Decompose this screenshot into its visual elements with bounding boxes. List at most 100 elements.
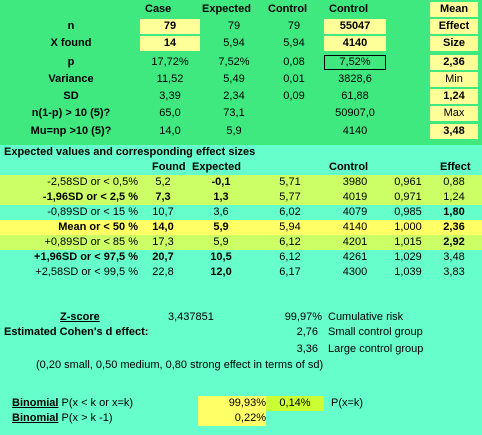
stat-control bbox=[266, 106, 322, 121]
effect-c1: 6,12 bbox=[279, 251, 301, 263]
stat-case: 65,0 bbox=[159, 107, 181, 119]
effect-found: 7,3 bbox=[155, 191, 171, 203]
spacer-band bbox=[0, 290, 482, 308]
stat-expected: 5,9 bbox=[226, 125, 242, 137]
effect-label: -0,89SD or < 15 % bbox=[47, 206, 138, 218]
stat-control2: 3828,6 bbox=[338, 73, 372, 85]
effect-label: -1,96SD or < 2,5 % bbox=[42, 191, 138, 203]
col-case: Case bbox=[145, 3, 172, 15]
stat-control2: 61,88 bbox=[341, 90, 369, 102]
stat-right: Max bbox=[430, 106, 478, 121]
binomial-word2: Binomial bbox=[12, 412, 59, 424]
stat-label: Variance bbox=[48, 73, 94, 85]
stat-case: 11,52 bbox=[156, 73, 184, 85]
row-band bbox=[0, 235, 482, 250]
cohen-v1: 2,76 bbox=[296, 326, 318, 338]
effect-value: 3,83 bbox=[443, 266, 465, 278]
binomial-v3: 0,22% bbox=[198, 411, 266, 426]
stat-control2: 50907,0 bbox=[335, 107, 375, 119]
stat-expected: 79 bbox=[227, 20, 241, 32]
col-control: Control bbox=[268, 3, 308, 15]
hdr-control: Control bbox=[329, 161, 369, 173]
effect-c1: 5,94 bbox=[279, 221, 301, 233]
effect-c1: 6,12 bbox=[279, 236, 301, 248]
row-band bbox=[0, 175, 482, 190]
binomial-row1: Binomial P(x < k or x=k) bbox=[12, 396, 133, 411]
stat-control2: 7,52% bbox=[324, 55, 386, 70]
stat-label: n(1-p) > 10 (5)? bbox=[31, 107, 111, 119]
hdr-found: Found bbox=[152, 161, 186, 173]
stat-expected: 5,94 bbox=[223, 37, 245, 49]
effect-found: 22,8 bbox=[152, 266, 174, 278]
effect-c2: 4140 bbox=[342, 221, 368, 233]
stat-expected: 5,49 bbox=[223, 73, 245, 85]
section-title: Expected values and corresponding effect… bbox=[4, 146, 256, 158]
effect-band bbox=[0, 145, 482, 290]
stat-case: 3,39 bbox=[159, 90, 181, 102]
effect-c2: 4201 bbox=[342, 236, 368, 248]
effect-c2: 3980 bbox=[342, 176, 368, 188]
binomial-l2: P(x > k -1) bbox=[61, 412, 113, 424]
effect-value: 0,88 bbox=[443, 176, 465, 188]
effect-expected: 1,3 bbox=[213, 191, 229, 203]
effect-value: 1,24 bbox=[443, 191, 465, 203]
stat-right: 2,36 bbox=[430, 55, 478, 70]
binomial-d2: P(x=k) bbox=[331, 397, 364, 409]
effect-c3: 0,961 bbox=[394, 176, 422, 188]
cohen-label: Estimated Cohen's d effect: bbox=[4, 326, 149, 338]
stat-label: Mu=np >10 (5)? bbox=[30, 125, 112, 137]
stat-case: 14,0 bbox=[159, 125, 181, 137]
effect-c2: 4019 bbox=[342, 191, 368, 203]
row-band bbox=[0, 190, 482, 205]
effect-expected: 5,9 bbox=[213, 236, 229, 248]
stat-control: 5,94 bbox=[283, 37, 305, 49]
zscore-pct: 99,97% bbox=[284, 311, 322, 323]
stat-control: 0,01 bbox=[283, 73, 305, 85]
effect-c2: 4300 bbox=[342, 266, 368, 278]
effect-c1: 5,77 bbox=[279, 191, 301, 203]
cohen-d2: Large control group bbox=[328, 343, 424, 355]
zscore-desc: Cumulative risk bbox=[328, 311, 404, 323]
stat-label: X found bbox=[50, 37, 92, 49]
stat-label: SD bbox=[63, 90, 79, 102]
effect-found: 14,0 bbox=[152, 221, 174, 233]
stat-control2: 4140 bbox=[342, 125, 368, 137]
effect-c1: 6,17 bbox=[279, 266, 301, 278]
stat-control2: 55047 bbox=[324, 19, 386, 34]
zscore-value: 3,437851 bbox=[168, 311, 214, 323]
size-label: Size bbox=[430, 36, 478, 51]
effect-expected: 5,9 bbox=[213, 221, 229, 233]
row-band-mean bbox=[0, 220, 482, 235]
hdr-effect: Effect bbox=[440, 161, 471, 173]
stat-control: 0,08 bbox=[283, 56, 305, 68]
effect-expected: 3,6 bbox=[213, 206, 229, 218]
effect-c3: 0,985 bbox=[394, 206, 422, 218]
cohen-note: (0,20 small, 0,50 medium, 0,80 strong ef… bbox=[36, 359, 324, 371]
stat-right: Min bbox=[430, 72, 478, 87]
effect-c2: 4261 bbox=[342, 251, 368, 263]
cohen-v2: 3,36 bbox=[296, 343, 318, 355]
effect-label: Effect bbox=[430, 19, 478, 34]
mean-label: Mean bbox=[430, 2, 478, 17]
stat-case: 14 bbox=[140, 36, 200, 51]
effect-c1: 5,71 bbox=[279, 176, 301, 188]
binomial-word: Binomial bbox=[12, 397, 59, 409]
effect-c3: 1,029 bbox=[394, 251, 422, 263]
zscore-label: Z-score bbox=[60, 311, 100, 323]
effect-value: 3,48 bbox=[443, 251, 465, 263]
stat-control bbox=[266, 124, 322, 139]
effect-label: -2,58SD or < 0,5% bbox=[47, 176, 138, 188]
effect-c3: 1,039 bbox=[394, 266, 422, 278]
stat-control: 0,09 bbox=[283, 90, 305, 102]
stat-label: p bbox=[67, 56, 75, 68]
binomial-l1: P(x < k or x=k) bbox=[61, 397, 134, 409]
effect-label: Mean or < 50 % bbox=[58, 221, 138, 233]
stat-expected: 2,34 bbox=[223, 90, 245, 102]
effect-expected: 12,0 bbox=[210, 266, 232, 278]
stat-case: 17,72% bbox=[151, 56, 189, 68]
stat-control2: 4140 bbox=[324, 36, 386, 51]
effect-c2: 4079 bbox=[342, 206, 368, 218]
stat-case: 79 bbox=[140, 19, 200, 34]
stat-right: 3,48 bbox=[430, 124, 478, 139]
